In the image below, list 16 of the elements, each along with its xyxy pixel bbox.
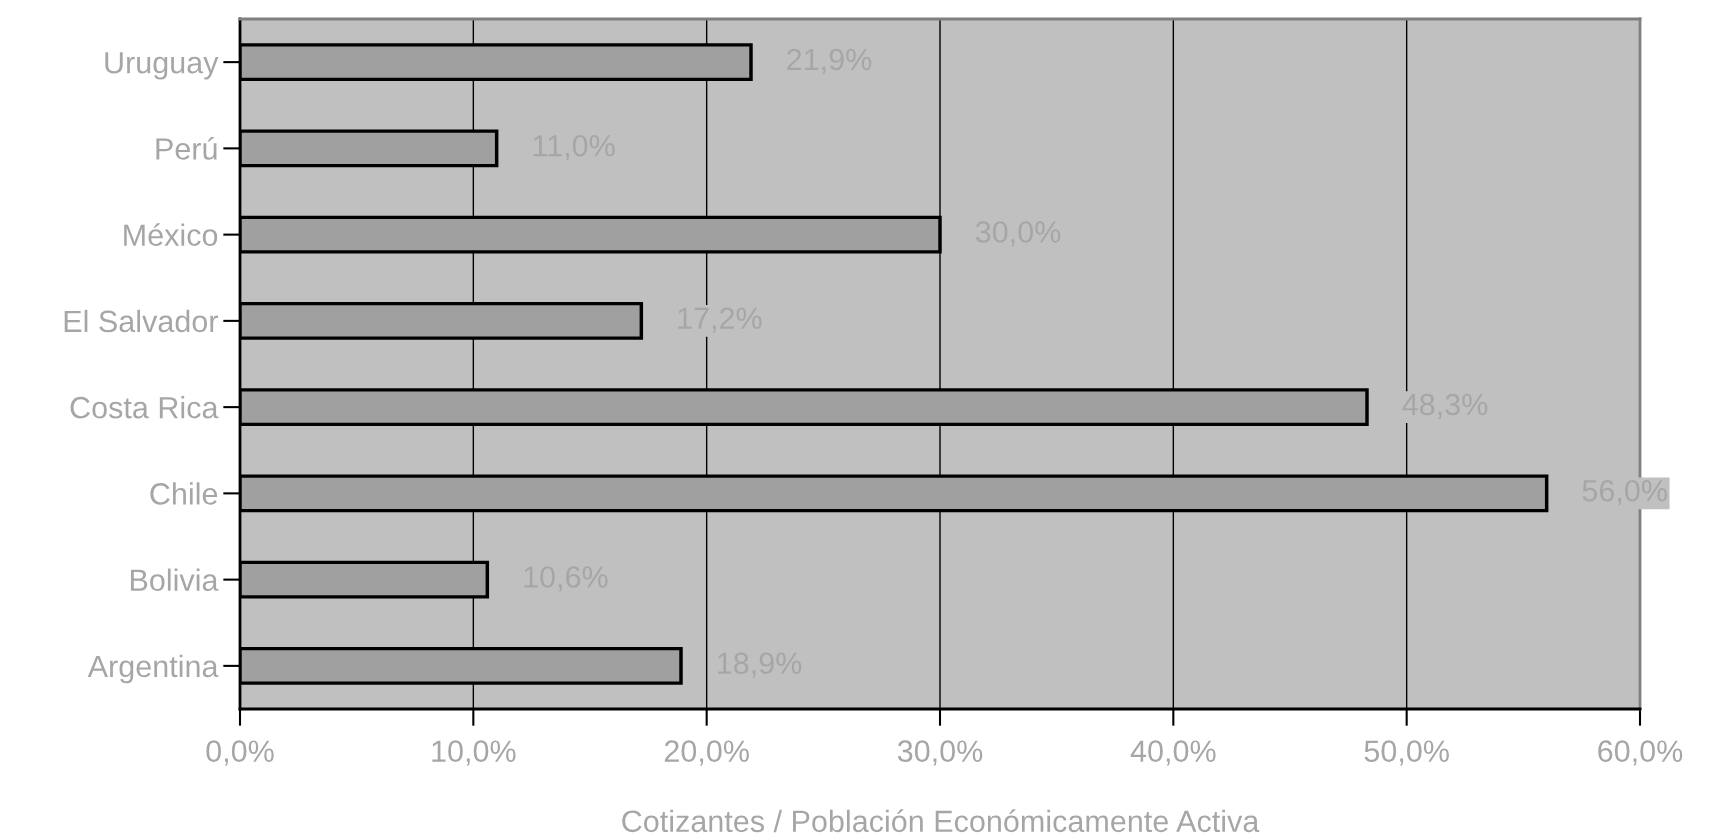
y-tick-label: Uruguay <box>105 52 219 80</box>
x-tick-label: 30,0% <box>897 740 983 766</box>
x-tick-label: 10,0% <box>432 740 516 766</box>
y-tick-label: Bolivia <box>130 568 219 591</box>
y-tick-label: El Salvador <box>64 309 218 333</box>
y-tick-label: Chile <box>150 482 218 505</box>
x-tick-label: 0,0% <box>206 740 274 766</box>
x-tick-label: 60,0% <box>1598 740 1683 766</box>
x-tick-label: 40,0% <box>1130 740 1216 766</box>
x-tick-label: 20,0% <box>664 740 749 766</box>
y-tick-label: Argentina <box>87 654 219 684</box>
y-tick-label: Perú <box>156 136 217 160</box>
x-tick-label: 50,0% <box>1364 740 1449 766</box>
y-tick-label: México <box>124 223 218 246</box>
y-tick-label: Costa Rica <box>70 396 219 419</box>
x-axis-title: Cotizantes / Población Económicamente Activa <box>622 809 1260 833</box>
